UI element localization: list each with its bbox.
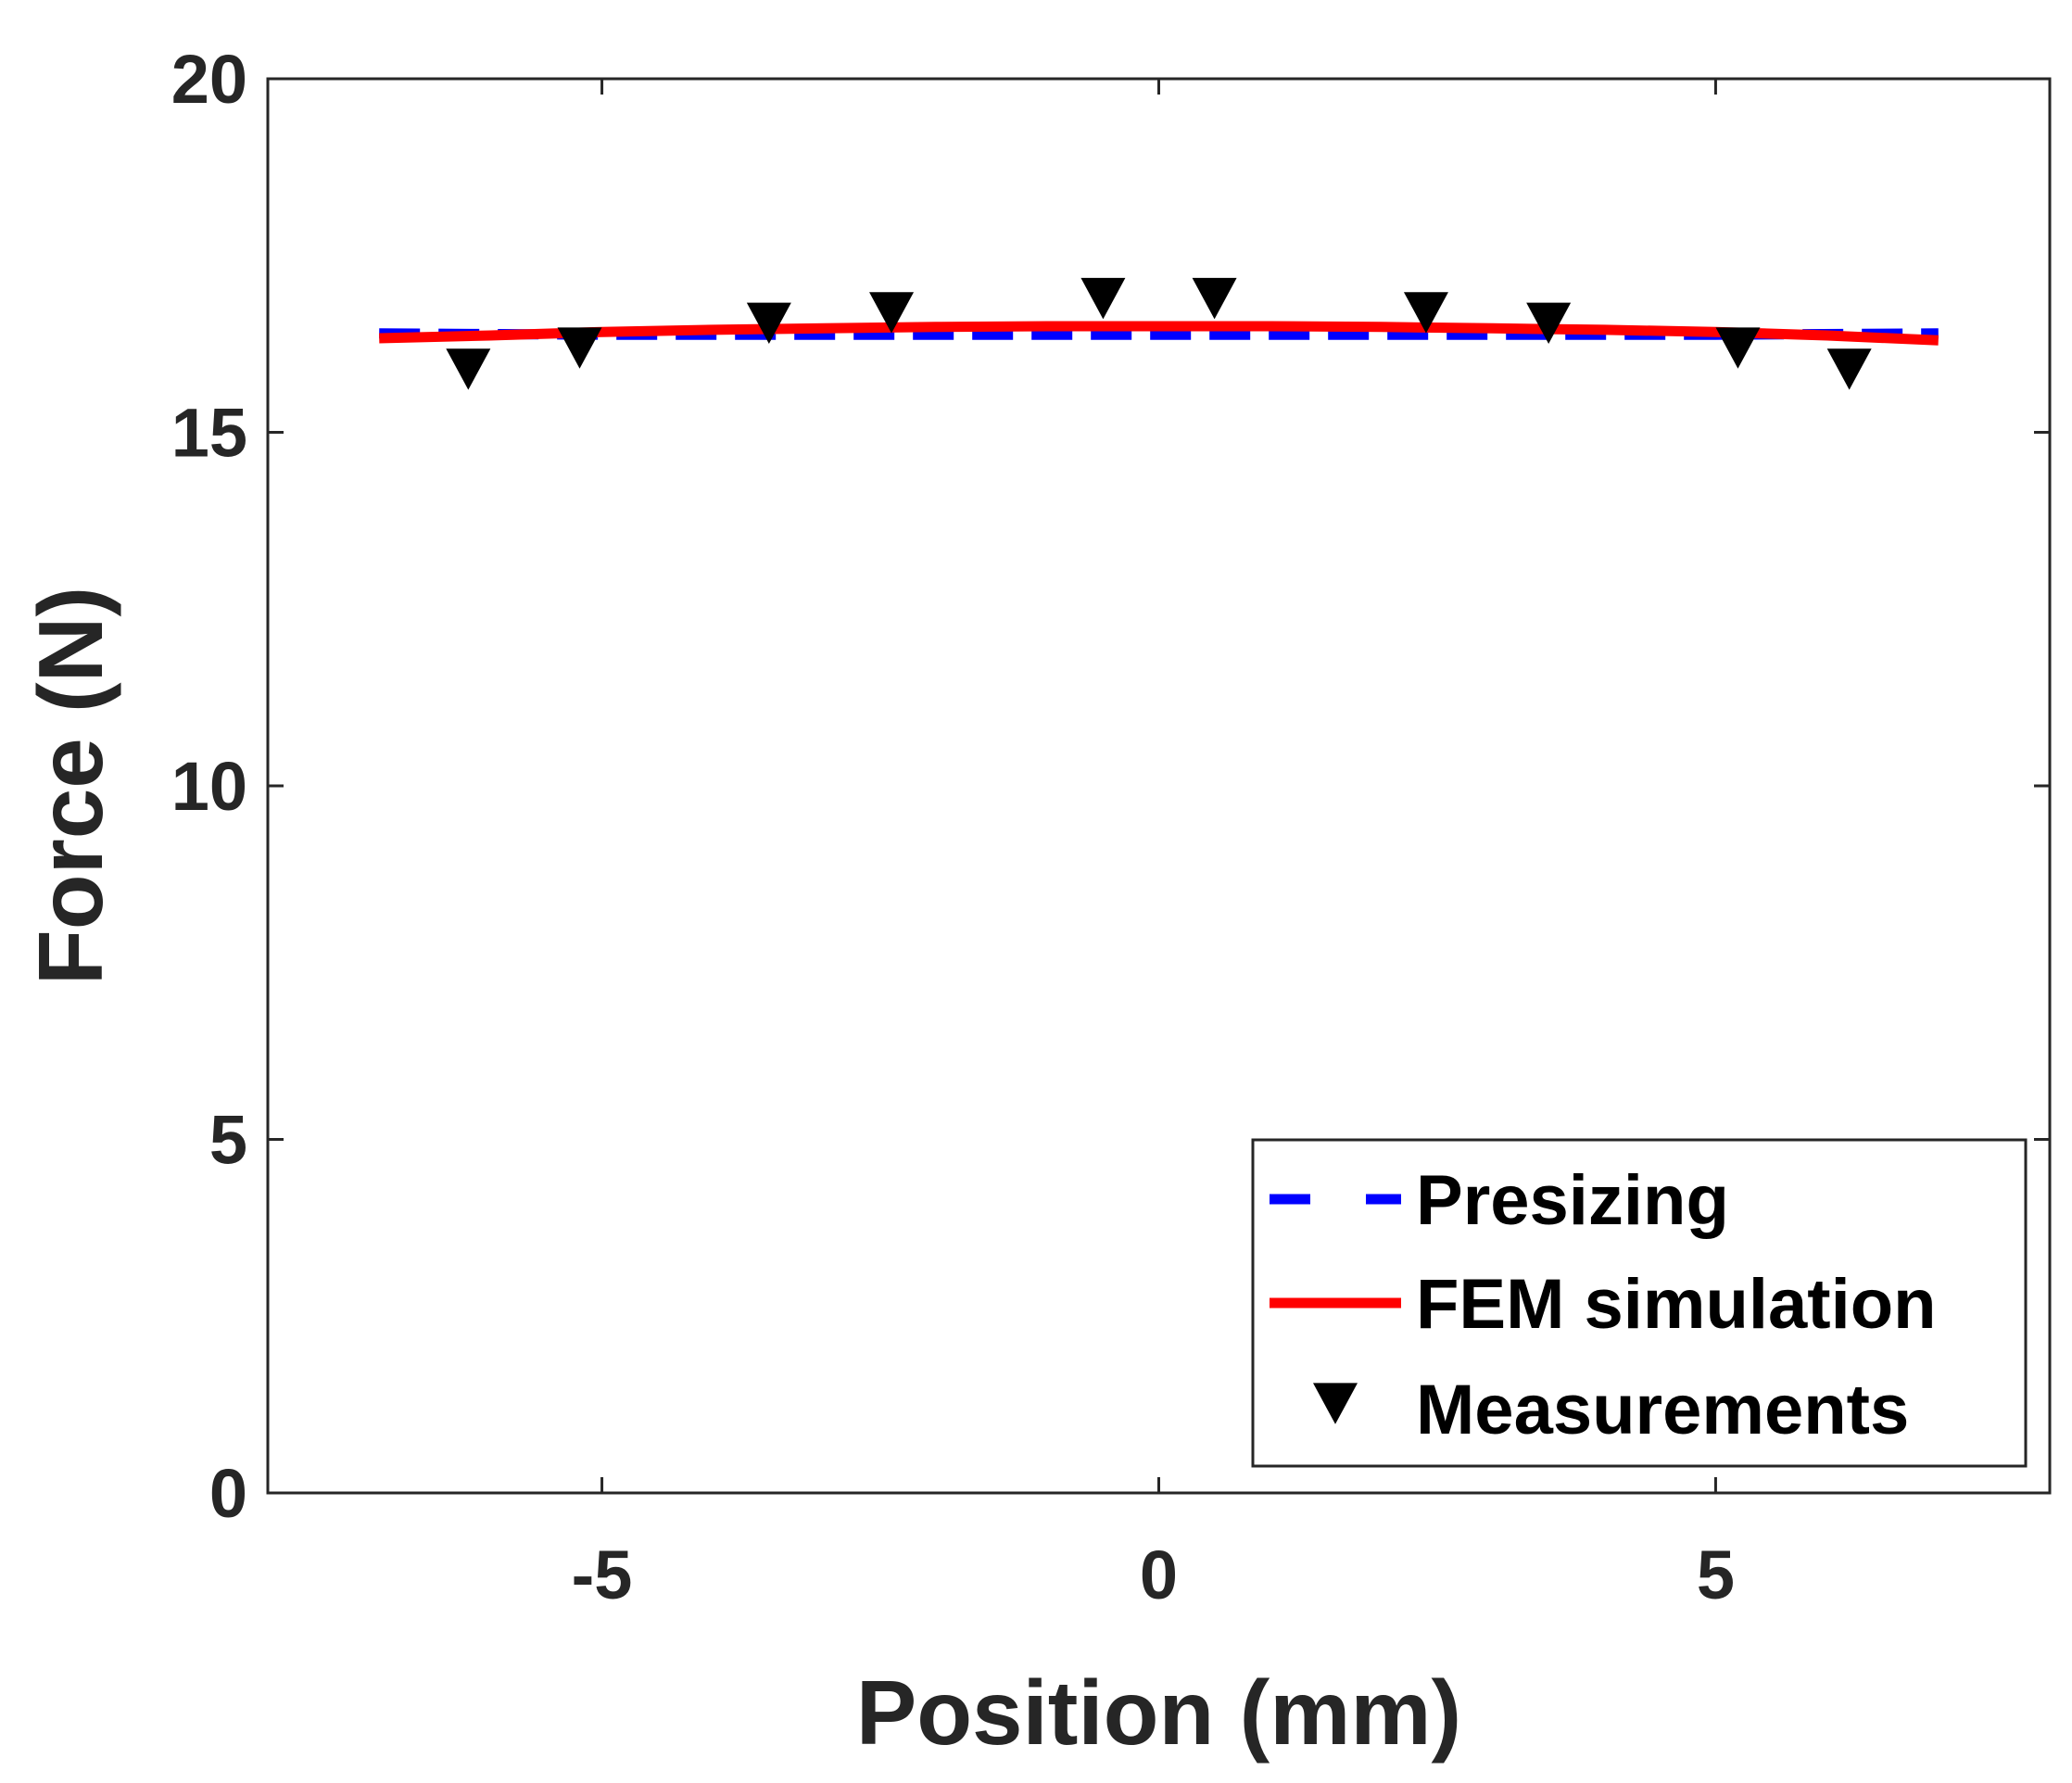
y-tick-label: 5 (209, 1102, 247, 1179)
ticks-layer: 0 5 10 15 20 -5 0 5 (171, 41, 2050, 1613)
measurements-point-4 (1080, 277, 1126, 320)
measurements-point-5 (1192, 277, 1237, 320)
legend-label-fem-simulation: FEM simulation (1416, 1265, 1937, 1344)
legend-label-presizing: Presizing (1416, 1161, 1729, 1240)
measurements-point-0 (446, 348, 491, 390)
measurements-point-1 (557, 327, 602, 369)
x-axis-label: Position (mm) (856, 1662, 1461, 1764)
y-tick-label: 0 (209, 1455, 247, 1532)
x-tick-label: 5 (1697, 1536, 1735, 1613)
measurements-point-2 (746, 302, 791, 345)
y-tick-label: 15 (171, 395, 247, 472)
measurements-point-9 (1826, 348, 1872, 390)
x-tick-label: -5 (572, 1536, 633, 1613)
legend: Presizing FEM simulation Measurements (1251, 1138, 2028, 1468)
y-axis-label: Force (N) (19, 587, 121, 985)
legend-label-measurements: Measurements (1416, 1371, 1909, 1449)
measurements-point-3 (869, 292, 915, 334)
y-tick-label: 10 (171, 748, 247, 825)
measurements-point-7 (1526, 302, 1572, 345)
y-tick-label: 20 (171, 41, 247, 118)
fem-simulation-line (379, 321, 1939, 346)
legend-symbol-measurements (1313, 1383, 1358, 1424)
measurements-point-8 (1715, 327, 1761, 369)
measurements-point-6 (1403, 292, 1448, 334)
x-tick-label: 0 (1140, 1536, 1178, 1613)
series-layer (379, 277, 1939, 390)
